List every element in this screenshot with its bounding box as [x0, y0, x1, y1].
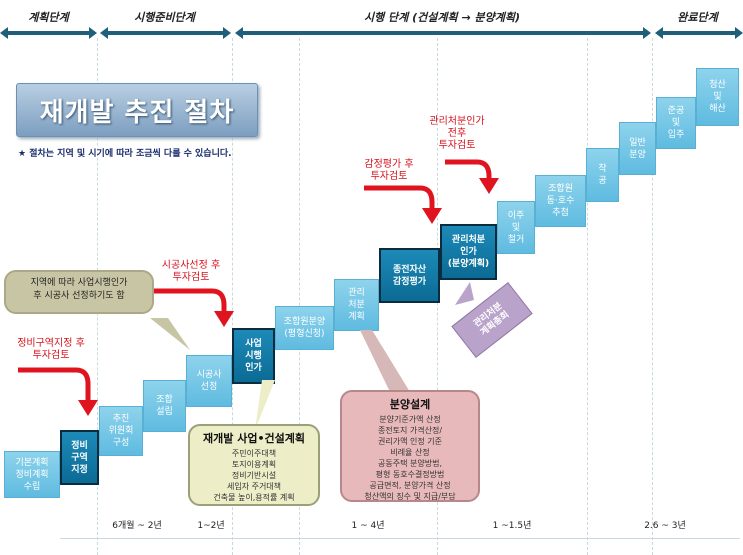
step-association: 조합 설립: [143, 380, 186, 432]
arrow-right-icon: [643, 27, 651, 39]
construction-plan-item: 토지이용계획: [231, 460, 277, 469]
construction-plan-item: 정비기반시설: [231, 471, 277, 480]
divider-line: [652, 38, 653, 555]
red-arrow-icon: [154, 288, 234, 327]
divider-line: [232, 38, 233, 555]
step-disposal-plan: 관리 처분 계획: [334, 279, 379, 331]
step-project-approval: 사업 시행 인가: [232, 328, 275, 384]
review-note-appraisal: 감정평가 후 투자검토: [364, 159, 414, 182]
phase-arrow-bar: [6, 31, 94, 35]
sale-design-title: 분양설계: [389, 398, 431, 411]
red-arrow-icon: [364, 185, 442, 224]
arrow-right-icon: [89, 27, 97, 39]
title-banner: 재개발 추진 절차: [16, 83, 258, 137]
sale-design-item: 공동주택 분양방법,: [378, 459, 442, 468]
arrow-left-icon: [235, 27, 243, 39]
disclaimer-note: ★ 절차는 지역 및 시기에 따라 조금씩 다를 수 있습니다.: [18, 149, 232, 159]
step-member-sale: 조합원분양 (평형신청): [275, 306, 334, 350]
construction-plan-title: 재개발 사업•건설계획: [203, 432, 305, 445]
page-title: 재개발 추진 절차: [39, 97, 235, 128]
step-appraisal: 종전자산 감정평가: [379, 248, 440, 303]
red-arrow-icon: [445, 159, 499, 194]
sale-design-item: 분양기준가액 산정: [379, 415, 441, 424]
step-construction-start: 착 공: [586, 148, 619, 202]
sale-design-item: 공급면적, 분양가격 산정: [369, 481, 451, 490]
step-liquidation: 청산 및 해산: [696, 68, 739, 126]
duration-label: 1 ~1.5년: [492, 521, 532, 531]
arrow-left-icon: [0, 27, 8, 39]
duration-label: 6개월 ~ 2년: [112, 521, 162, 531]
arrow-left-icon: [100, 27, 108, 39]
duration-label: 1~2년: [197, 521, 225, 531]
phase-arrow-bar: [241, 31, 644, 35]
red-arrow-icon: [18, 367, 98, 416]
sale-design-item: 비례율 산정: [390, 448, 430, 457]
phase-completion: 완료단계: [677, 11, 718, 24]
step-relocation: 이주 및 철거: [497, 201, 535, 254]
phase-preparation: 시행준비단계: [134, 11, 195, 24]
construction-plan-callout: 재개발 사업•건설계획 주민이주대책 토지이용계획 정비기반시설 세입자 주거대…: [188, 424, 320, 506]
sale-design-item: 권리가액 인정 기준: [378, 437, 442, 446]
contractor-callout: 지역에 따라 사업시행인가 후 시공사 선정하기도 함: [4, 270, 154, 314]
step-unit-lottery: 조합원 동·호수 추첨: [535, 175, 586, 227]
step-completion: 준공 및 입주: [656, 97, 696, 149]
divider-line: [587, 38, 588, 555]
duration-axis: [60, 538, 740, 539]
duration-label: 2.6 ~ 3년: [644, 521, 686, 531]
sale-design-item: 종전토지 가격산정/: [377, 426, 443, 435]
phase-execution: 시행 단계 (건설계획 → 분양계획): [363, 11, 521, 24]
step-disposal-approval: 관리처분 인가 (분양계획): [440, 224, 497, 280]
review-note-disposal: 관리처분인가 전후 투자검토: [429, 116, 485, 151]
phase-planning: 계획단계: [28, 11, 69, 24]
arrow-right-icon: [223, 27, 231, 39]
step-committee: 추진 위원회 구성: [99, 406, 143, 456]
arrow-left-icon: [655, 27, 663, 39]
phase-arrow-bar: [661, 31, 737, 35]
sale-design-callout: 분양설계 분양기준가액 산정 종전토지 가격산정/ 권리가액 인정 기준 비례율…: [340, 390, 480, 502]
sale-design-item: 청산액의 징수 및 지급/부담: [364, 492, 456, 501]
divider-line: [299, 38, 300, 555]
sale-design-item: 평형 동호수결정방법: [375, 470, 445, 479]
duration-label: 1 ~ 4년: [351, 521, 385, 531]
phase-arrow-bar: [106, 31, 224, 35]
phase-header: 계획단계 시행준비단계 시행 단계 (건설계획 → 분양계획) 완료단계: [0, 6, 743, 32]
construction-plan-item: 건축물 높이,용적률 계획: [213, 493, 295, 502]
construction-plan-item: 주민이주대책: [231, 449, 277, 458]
step-zone-designation: 정비 구역 지정: [60, 430, 99, 485]
arrow-right-icon: [735, 27, 743, 39]
review-note-contractor: 시공사선정 후 투자검토: [161, 260, 221, 283]
step-contractor: 시공사 선정: [186, 355, 232, 407]
step-general-sale: 일반 분양: [619, 122, 656, 175]
review-note-zone: 정비구역지정 후 투자검토: [17, 338, 85, 361]
step-basic-plan: 기본계획 정비계획 수립: [4, 451, 60, 498]
construction-plan-item: 세입자 주거대책: [226, 482, 282, 491]
